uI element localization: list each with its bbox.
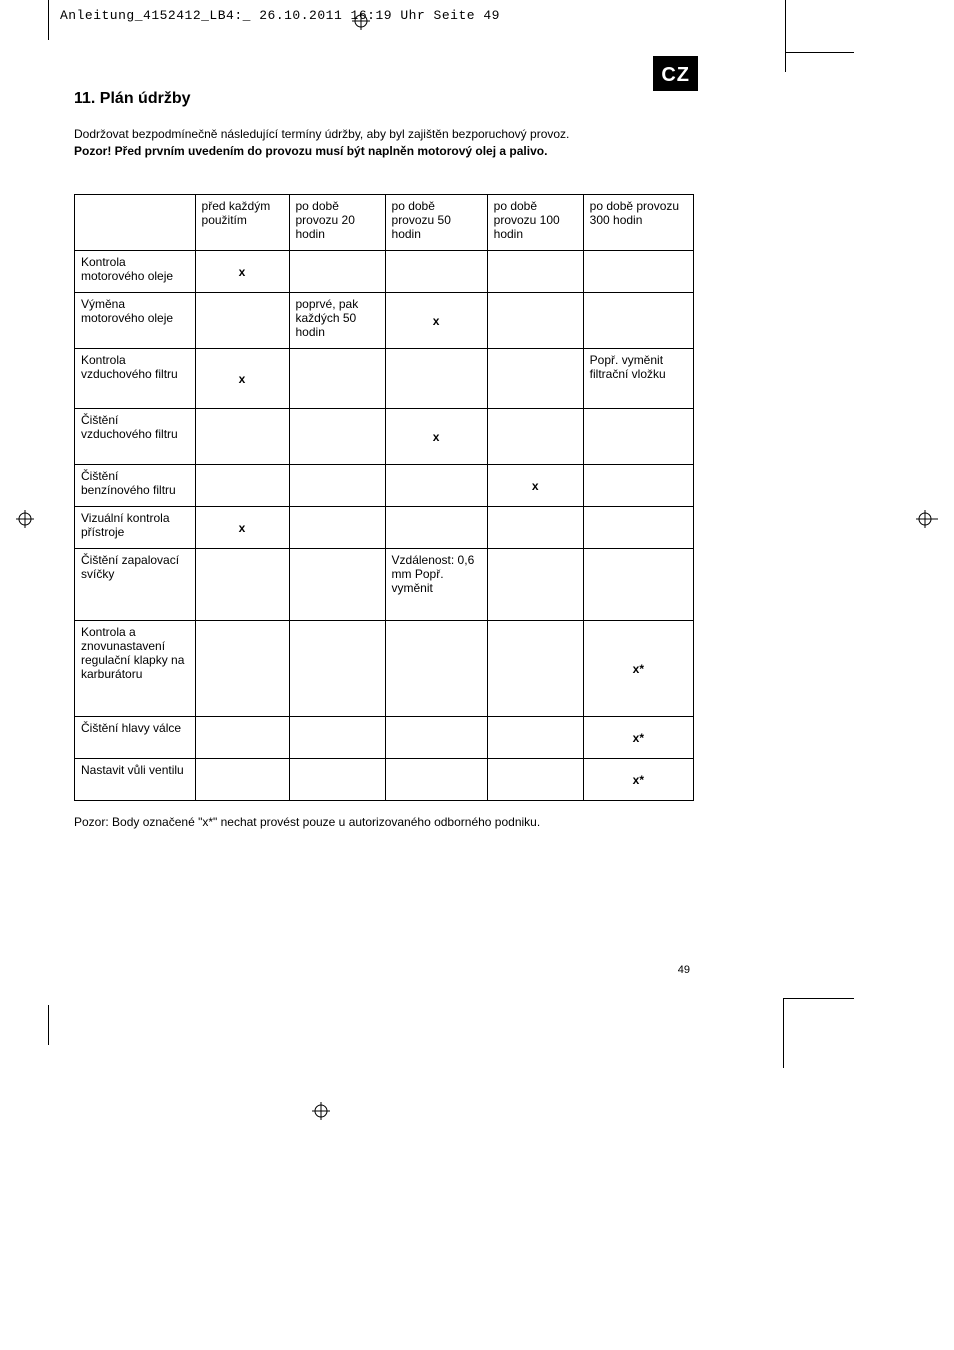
crop-mark: [48, 0, 49, 40]
table-cell: [487, 759, 583, 801]
row-label: Čištění vzduchového filtru: [75, 409, 196, 465]
table-cell: [289, 621, 385, 717]
crop-mark: [786, 52, 854, 53]
crop-mark: [785, 0, 786, 72]
table-cell: x*: [583, 621, 693, 717]
table-header-cell: po době provozu 300 hodin: [583, 195, 693, 251]
table-cell: [385, 759, 487, 801]
table-cell: [289, 251, 385, 293]
table-cell: [289, 759, 385, 801]
table-cell: [385, 507, 487, 549]
table-header-cell: po době provozu 100 hodin: [487, 195, 583, 251]
table-header-cell: po době provozu 50 hodin: [385, 195, 487, 251]
section-heading: 11. Plán údržby: [74, 90, 694, 108]
table-cell: [195, 759, 289, 801]
table-cell: x: [195, 251, 289, 293]
row-label: Čištění hlavy válce: [75, 717, 196, 759]
table-cell: x: [195, 507, 289, 549]
footnote: Pozor: Body označené "x*" nechat provést…: [74, 815, 694, 829]
table-cell: [583, 293, 693, 349]
row-label: Výměna motorového oleje: [75, 293, 196, 349]
language-badge: CZ: [653, 56, 698, 91]
table-cell: [195, 621, 289, 717]
registration-mark-icon: [916, 510, 938, 528]
maintenance-table: před každým použitímpo době provozu 20 h…: [74, 194, 694, 801]
table-cell: [487, 621, 583, 717]
table-cell: [195, 409, 289, 465]
table-cell: x: [385, 293, 487, 349]
print-header: Anleitung_4152412_LB4:_ 26.10.2011 16:19…: [60, 8, 500, 23]
table-cell: [487, 507, 583, 549]
table-cell: [289, 409, 385, 465]
crop-mark: [783, 998, 784, 1068]
table-row: Vizuální kontrola přístrojex: [75, 507, 694, 549]
table-cell: [583, 409, 693, 465]
table-cell: [487, 717, 583, 759]
row-label: Kontrola a znovunastavení regulační klap…: [75, 621, 196, 717]
table-cell: x: [195, 349, 289, 409]
table-header-cell: před každým použitím: [195, 195, 289, 251]
table-cell: [195, 717, 289, 759]
registration-mark-icon: [312, 1102, 330, 1120]
table-cell: [487, 549, 583, 621]
table-row: Čištění vzduchového filtru x: [75, 409, 694, 465]
table-cell: [195, 549, 289, 621]
table-cell: [195, 293, 289, 349]
intro-bold-text: Pozor! Před prvním uvedením do provozu m…: [74, 144, 694, 158]
table-cell: x*: [583, 759, 693, 801]
table-row: Kontrola vzduchového filtrux Popř. vyměni…: [75, 349, 694, 409]
table-header-cell: po době provozu 20 hodin: [289, 195, 385, 251]
table-cell: [583, 251, 693, 293]
table-cell: [583, 549, 693, 621]
row-label: Nastavit vůli ventilu: [75, 759, 196, 801]
table-cell: poprvé, pak každých 50 hodin: [289, 293, 385, 349]
row-label: Čištění zapalovací svíčky: [75, 549, 196, 621]
table-cell: [385, 465, 487, 507]
table-header-row: před každým použitímpo době provozu 20 h…: [75, 195, 694, 251]
table-cell: x: [385, 409, 487, 465]
row-label: Kontrola vzduchového filtru: [75, 349, 196, 409]
table-cell: [289, 507, 385, 549]
row-label: Kontrola motorového oleje: [75, 251, 196, 293]
intro-text: Dodržovat bezpodmínečně následující term…: [74, 126, 694, 142]
table-row: Čištění benzínového filtru x: [75, 465, 694, 507]
table-cell: Popř. vyměnit filtrační vložku: [583, 349, 693, 409]
table-cell: [289, 349, 385, 409]
crop-mark: [48, 1005, 49, 1045]
table-row: Čištění hlavy válce x*: [75, 717, 694, 759]
table-cell: [385, 349, 487, 409]
table-header-cell: [75, 195, 196, 251]
table-row: Výměna motorového oleje poprvé, pak každý…: [75, 293, 694, 349]
table-cell: [289, 717, 385, 759]
table-row: Nastavit vůli ventilu x*: [75, 759, 694, 801]
crop-mark: [784, 998, 854, 999]
table-row: Kontrola a znovunastavení regulační klap…: [75, 621, 694, 717]
table-row: Kontrola motorového olejex: [75, 251, 694, 293]
row-label: Čištění benzínového filtru: [75, 465, 196, 507]
table-cell: x: [487, 465, 583, 507]
table-cell: [487, 293, 583, 349]
table-cell: [385, 717, 487, 759]
table-row: Čištění zapalovací svíčky Vzdálenost: 0,6…: [75, 549, 694, 621]
table-cell: [487, 251, 583, 293]
table-cell: [385, 251, 487, 293]
table-cell: [583, 465, 693, 507]
table-cell: x*: [583, 717, 693, 759]
table-cell: [487, 349, 583, 409]
table-cell: [385, 621, 487, 717]
page-number: 49: [678, 964, 690, 976]
table-cell: [195, 465, 289, 507]
table-cell: [583, 507, 693, 549]
table-cell: [487, 409, 583, 465]
table-cell: Vzdálenost: 0,6 mm Popř. vyměnit: [385, 549, 487, 621]
table-cell: [289, 549, 385, 621]
row-label: Vizuální kontrola přístroje: [75, 507, 196, 549]
registration-mark-icon: [16, 510, 34, 528]
table-cell: [289, 465, 385, 507]
